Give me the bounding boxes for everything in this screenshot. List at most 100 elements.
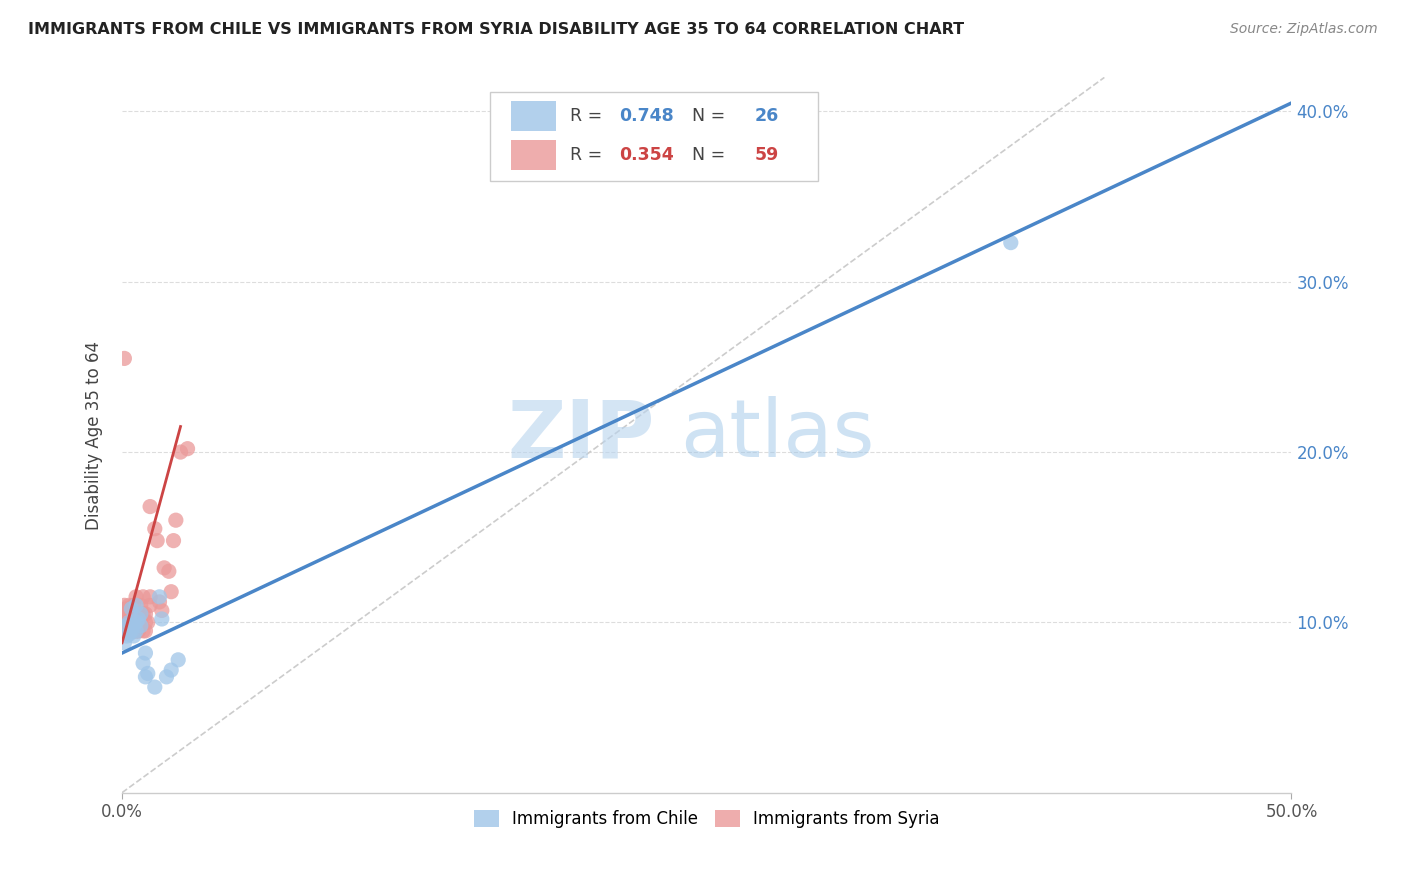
- Point: [112, 619, 135, 633]
- Point: [148, 590, 170, 604]
- Point: [115, 601, 138, 615]
- Text: Source: ZipAtlas.com: Source: ZipAtlas.com: [1230, 22, 1378, 37]
- Point: [148, 595, 170, 609]
- Point: [120, 607, 142, 621]
- Text: R =: R =: [569, 146, 607, 164]
- Point: [139, 590, 162, 604]
- Text: N =: N =: [681, 146, 731, 164]
- Point: [115, 624, 138, 638]
- Point: [136, 615, 159, 630]
- Point: [127, 607, 149, 621]
- Text: R =: R =: [569, 107, 607, 125]
- Point: [112, 607, 135, 621]
- Point: [125, 615, 148, 630]
- Point: [120, 610, 142, 624]
- Point: [157, 564, 180, 578]
- Text: 59: 59: [755, 146, 779, 164]
- Point: [150, 603, 173, 617]
- Point: [115, 607, 138, 621]
- Legend: Immigrants from Chile, Immigrants from Syria: Immigrants from Chile, Immigrants from S…: [467, 803, 946, 834]
- Point: [120, 624, 142, 638]
- Point: [122, 615, 145, 630]
- Point: [118, 619, 141, 633]
- Point: [122, 599, 145, 613]
- Point: [125, 590, 148, 604]
- Point: [120, 624, 142, 638]
- Point: [112, 615, 135, 630]
- Point: [122, 619, 145, 633]
- Point: [143, 522, 166, 536]
- Point: [129, 619, 152, 633]
- Point: [118, 624, 141, 638]
- Point: [115, 629, 138, 643]
- Point: [112, 636, 135, 650]
- Point: [112, 351, 135, 366]
- Point: [127, 612, 149, 626]
- Point: [118, 627, 141, 641]
- Point: [136, 666, 159, 681]
- Point: [118, 615, 141, 630]
- FancyBboxPatch shape: [491, 92, 818, 181]
- Point: [160, 663, 183, 677]
- Point: [129, 615, 152, 630]
- Point: [125, 624, 148, 638]
- Point: [127, 624, 149, 638]
- Text: 0.354: 0.354: [619, 146, 673, 164]
- Point: [155, 670, 177, 684]
- Point: [146, 533, 169, 548]
- Point: [115, 619, 138, 633]
- Point: [127, 615, 149, 630]
- Bar: [512, 140, 555, 170]
- Point: [132, 607, 155, 621]
- Text: 26: 26: [755, 107, 779, 125]
- Point: [125, 599, 148, 613]
- Point: [125, 615, 148, 630]
- Point: [134, 615, 156, 630]
- Point: [132, 590, 155, 604]
- Point: [129, 607, 152, 621]
- Text: IMMIGRANTS FROM CHILE VS IMMIGRANTS FROM SYRIA DISABILITY AGE 35 TO 64 CORRELATI: IMMIGRANTS FROM CHILE VS IMMIGRANTS FROM…: [28, 22, 965, 37]
- Point: [120, 615, 142, 630]
- Point: [112, 599, 135, 613]
- Point: [169, 445, 191, 459]
- Point: [115, 619, 138, 633]
- Point: [167, 653, 190, 667]
- Point: [122, 624, 145, 638]
- Point: [129, 607, 152, 621]
- Point: [132, 624, 155, 638]
- Y-axis label: Disability Age 35 to 64: Disability Age 35 to 64: [86, 341, 103, 530]
- Bar: [512, 101, 555, 131]
- Point: [134, 670, 156, 684]
- Text: N =: N =: [681, 107, 731, 125]
- Point: [122, 624, 145, 638]
- Point: [134, 607, 156, 621]
- Point: [129, 599, 152, 613]
- Point: [139, 599, 162, 613]
- Point: [1000, 235, 1022, 250]
- Point: [118, 615, 141, 630]
- Point: [134, 646, 156, 660]
- Point: [120, 601, 142, 615]
- Point: [160, 584, 183, 599]
- Point: [118, 610, 141, 624]
- Point: [125, 607, 148, 621]
- Text: ZIP: ZIP: [508, 396, 654, 474]
- Point: [143, 680, 166, 694]
- Point: [122, 607, 145, 621]
- Point: [132, 657, 155, 671]
- Point: [139, 500, 162, 514]
- Point: [162, 533, 184, 548]
- Point: [165, 513, 187, 527]
- Point: [118, 607, 141, 621]
- Point: [176, 442, 198, 456]
- Point: [127, 624, 149, 638]
- Text: atlas: atlas: [679, 396, 875, 474]
- Point: [120, 619, 142, 633]
- Point: [153, 561, 176, 575]
- Point: [122, 629, 145, 643]
- Text: 0.748: 0.748: [619, 107, 673, 125]
- Point: [134, 624, 156, 638]
- Point: [115, 615, 138, 630]
- Point: [118, 599, 141, 613]
- Point: [150, 612, 173, 626]
